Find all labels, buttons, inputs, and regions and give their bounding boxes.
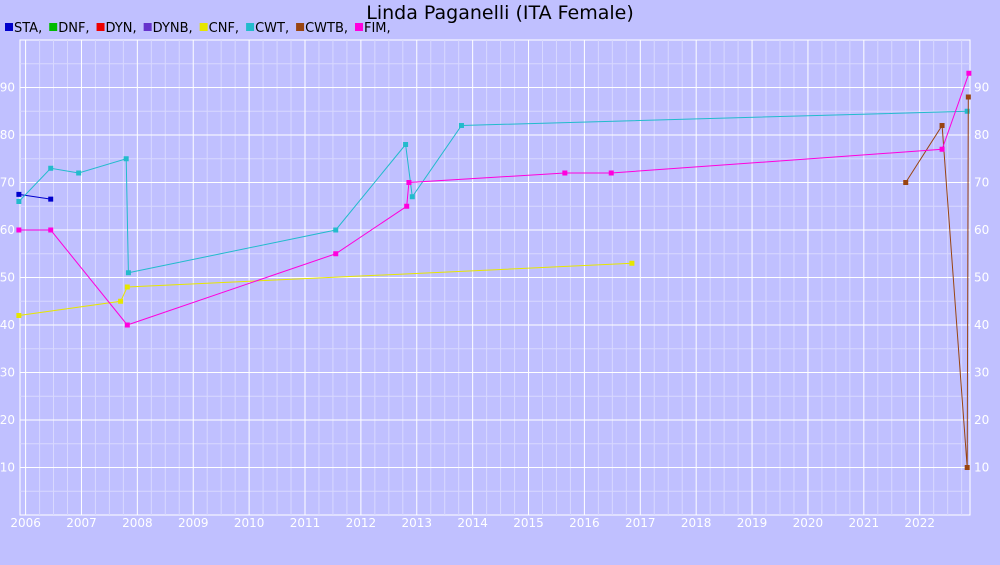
data-point-fim (406, 180, 412, 185)
data-point-cwtb (964, 465, 970, 470)
data-point-cwt (48, 165, 54, 171)
series-line-fim (18, 73, 970, 326)
series-cnf (16, 260, 635, 318)
data-point-sta (48, 196, 54, 202)
data-point-cnf (118, 298, 124, 304)
legend-label-cnf: CNF, (209, 21, 239, 36)
y-tick-label-left: 10 (0, 461, 15, 475)
data-point-cwt (403, 142, 409, 147)
x-tick-label: 2014 (457, 516, 488, 530)
data-point-cwt (16, 199, 22, 204)
y-tick-label-right: 70 (974, 176, 989, 190)
x-tick-label: 2021 (849, 516, 880, 530)
y-tick-label-left: 90 (0, 81, 15, 95)
x-tick-label: 2012 (346, 516, 377, 530)
data-point-fim (333, 251, 339, 257)
x-tick-label: 2011 (290, 516, 321, 530)
data-point-cwt (409, 194, 415, 200)
legend-label-dyn: DYN, (106, 21, 137, 36)
y-tick-label-right: 60 (974, 223, 989, 237)
legend-label-cwtb: CWTB, (305, 21, 348, 36)
y-tick-label-right: 90 (974, 81, 989, 95)
legend-swatch-sta (5, 23, 13, 31)
x-tick-label: 2020 (793, 516, 824, 530)
y-tick-label-right: 80 (974, 128, 989, 142)
data-point-cwt (333, 227, 339, 233)
y-tick-label-right: 40 (974, 318, 989, 332)
data-point-cwt (123, 156, 129, 162)
series-sta (16, 191, 54, 202)
y-tick-label-left: 80 (0, 128, 15, 142)
legend-label-dynb: DYNB, (153, 21, 193, 36)
data-point-fim (939, 146, 945, 152)
legend-label-cwt: CWT, (255, 21, 289, 36)
y-tick-label-left: 50 (0, 271, 15, 285)
legend: STA, DNF, DYN, DYNB, CNF, CWT, CWTB, FIM, (5, 21, 391, 36)
data-point-sta (16, 191, 22, 197)
series-cwt (16, 108, 970, 276)
legend-swatch-dnf (49, 23, 58, 31)
x-tick-label: 2018 (681, 516, 712, 530)
series-line-cnf (18, 262, 632, 316)
data-point-fim (562, 170, 568, 176)
data-point-cwtb (965, 94, 971, 100)
data-point-cnf (124, 284, 130, 290)
y-tick-label-left: 30 (0, 366, 15, 380)
x-tick-label: 2007 (66, 516, 97, 530)
y-tick-label-left: 20 (0, 413, 15, 427)
x-tick-label: 2019 (737, 516, 768, 530)
legend-swatch-fim (355, 23, 364, 31)
data-point-cwtb (903, 180, 909, 185)
legend-label-fim: FIM, (364, 21, 391, 36)
data-point-cwt (458, 123, 464, 128)
chart-title: Linda Paganelli (ITA Female) (366, 2, 634, 24)
data-point-fim (124, 322, 130, 328)
grid (20, 40, 970, 515)
legend-swatch-cwtb (296, 23, 305, 31)
series-fim (16, 70, 972, 328)
x-tick-label: 2010 (234, 516, 265, 530)
data-point-cnf (16, 313, 22, 318)
data-point-fim (404, 203, 410, 209)
y-tick-label-left: 40 (0, 318, 15, 332)
series-line-cwtb (905, 96, 969, 468)
data-point-cwt (964, 108, 970, 114)
legend-label-sta: STA, (14, 21, 42, 36)
data-point-cwt (125, 270, 131, 276)
legend-swatch-cnf (199, 23, 208, 31)
legend-label-dnf: DNF, (58, 21, 89, 36)
legend-swatch-dynb (143, 23, 152, 31)
data-point-cnf (629, 260, 635, 266)
data-point-cwtb (939, 123, 945, 128)
x-tick-label: 2022 (904, 516, 935, 530)
series-line-sta (18, 193, 51, 200)
x-tick-label: 2017 (625, 516, 656, 530)
series-cwtb (903, 94, 971, 470)
x-tick-label: 2015 (513, 516, 544, 530)
data-point-fim (966, 70, 972, 76)
legend-swatch-dyn (96, 23, 105, 31)
y-tick-label-left: 60 (0, 223, 15, 237)
data-point-cwt (76, 170, 82, 176)
y-tick-label-right: 50 (974, 271, 989, 285)
x-tick-label: 2008 (122, 516, 153, 530)
series-layer (16, 70, 972, 470)
x-tick-label: 2013 (401, 516, 432, 530)
x-tick-label: 2006 (10, 516, 41, 530)
series-line-cwt (18, 110, 968, 274)
y-tick-label-right: 10 (974, 461, 989, 475)
y-tick-label-right: 30 (974, 366, 989, 380)
legend-swatch-cwt (246, 23, 255, 31)
data-point-fim (16, 227, 22, 233)
x-tick-label: 2016 (569, 516, 600, 530)
data-point-fim (48, 227, 54, 233)
data-point-fim (608, 170, 614, 176)
y-tick-label-left: 70 (0, 176, 15, 190)
y-tick-label-right: 20 (974, 413, 989, 427)
x-tick-label: 2009 (178, 516, 209, 530)
